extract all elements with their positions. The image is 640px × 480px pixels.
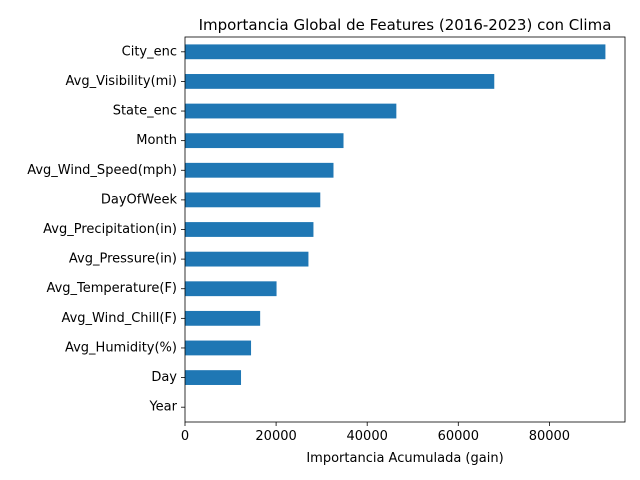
bar-avg-humidity [185,340,252,356]
bar-city-enc [185,44,606,60]
category-label: Avg_Wind_Speed(mph) [27,163,177,178]
bar-day [185,370,242,385]
category-labels: City_enc Avg_Visibility(mi) State_enc Month… [27,44,185,415]
category-label: Avg_Temperature(F) [46,281,177,296]
bar-dayofweek [185,192,321,208]
category-label: Year [148,400,177,415]
category-label: Avg_Precipitation(in) [43,222,177,237]
x-ticks: 0 20000 40000 60000 80000 [181,422,570,444]
bar-avg-pressure-in [185,251,309,267]
category-label: Avg_Visibility(mi) [66,74,177,89]
bar-avg-temperature-f [185,281,277,297]
x-axis-label: Importancia Acumulada (gain) [306,451,503,466]
category-label: Month [136,133,177,148]
x-tick-label: 0 [181,429,189,444]
category-label: State_enc [113,104,177,119]
category-label: Avg_Wind_Chill(F) [61,311,177,326]
bars-group [185,44,606,385]
x-tick-label: 60000 [438,429,479,444]
bar-avg-precipitation-in [185,222,314,237]
plot-frame [184,36,626,423]
category-label: DayOfWeek [101,192,178,207]
category-label: Avg_Pressure(in) [69,252,177,267]
bar-state-enc [185,103,397,119]
chart-title: Importancia Global de Features (2016-202… [199,16,612,34]
bar-avg-wind-speed-mph [185,162,334,178]
x-tick-label: 20000 [255,429,296,444]
bar-month [185,133,344,149]
x-tick-label: 80000 [529,429,570,444]
category-label: City_enc [122,44,177,59]
bar-avg-visibility-mi [185,74,495,89]
category-label: Avg_Humidity(%) [65,340,177,355]
x-tick-label: 40000 [347,429,388,444]
bar-avg-wind-chill-f [185,310,261,326]
category-label: Day [151,370,177,385]
